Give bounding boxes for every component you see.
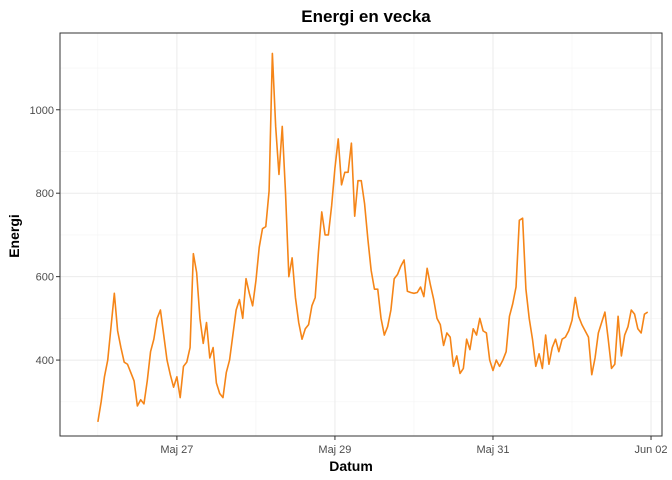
y-axis-title: Energi bbox=[6, 214, 22, 258]
y-tick-label: 1000 bbox=[30, 105, 54, 117]
series-line-energi bbox=[97, 52, 649, 422]
x-tick-label: Jun 02 bbox=[635, 444, 668, 456]
panel-border bbox=[59, 32, 663, 437]
y-tick-label: 600 bbox=[36, 272, 54, 284]
x-tick-label: Maj 27 bbox=[160, 444, 193, 456]
y-tick-label: 800 bbox=[36, 188, 54, 200]
axis-ticks: 400 600 800 1000 Maj 27 Maj 29 Maj 31 Jun 02 bbox=[30, 105, 668, 456]
x-tick-label: Maj 29 bbox=[318, 444, 351, 456]
x-tick-label: Maj 31 bbox=[476, 444, 509, 456]
grid-lines bbox=[60, 33, 662, 436]
y-tick-label: 400 bbox=[36, 355, 54, 367]
chart-title: Energi en vecka bbox=[301, 7, 431, 26]
x-axis-title: Datum bbox=[329, 458, 373, 474]
